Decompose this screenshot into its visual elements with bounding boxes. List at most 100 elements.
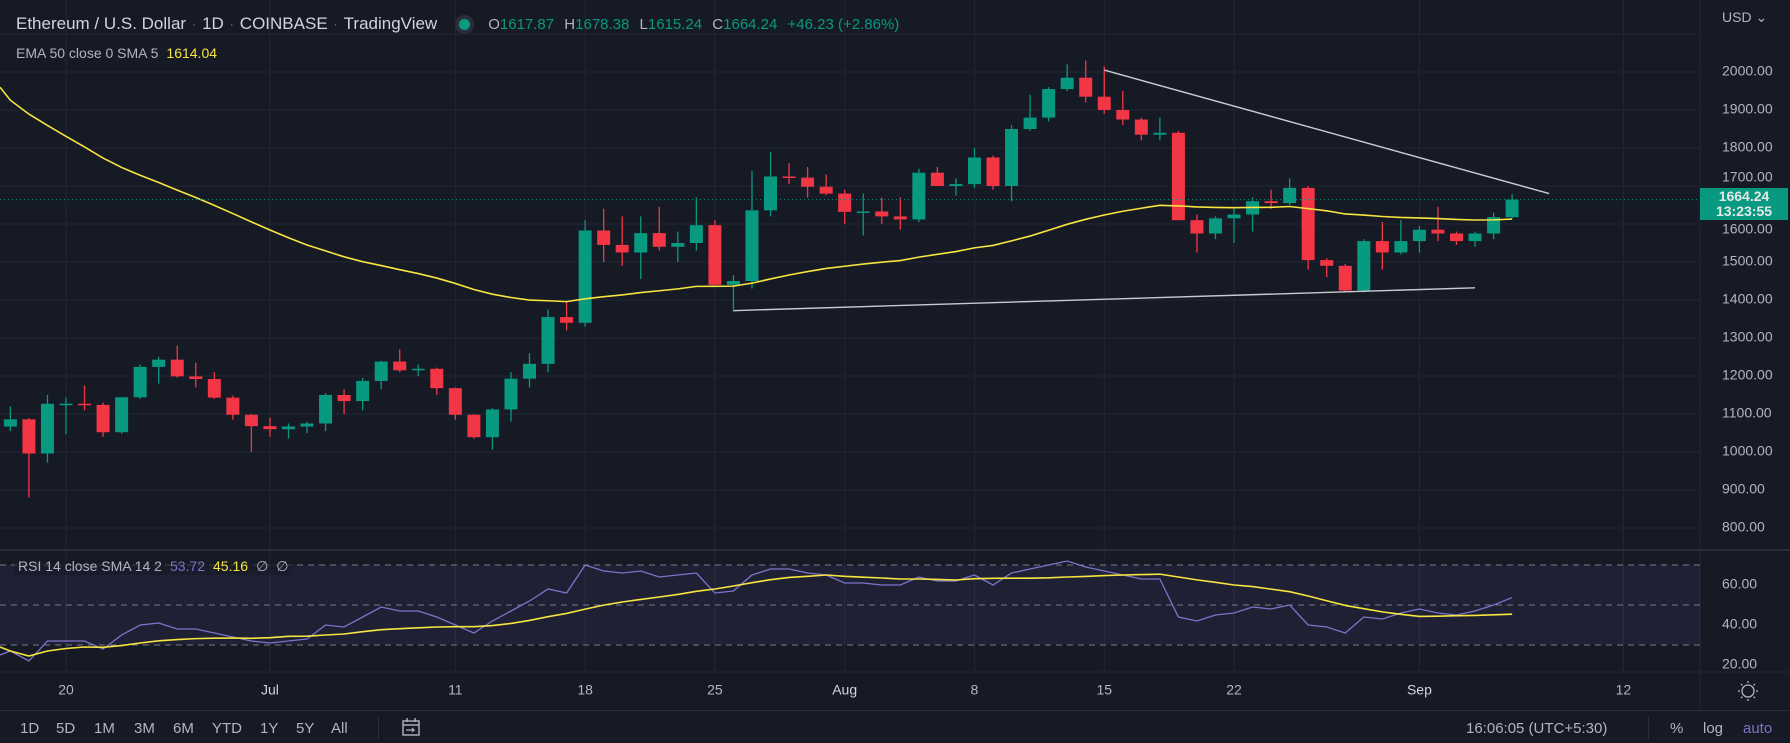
icon-part: [1740, 696, 1743, 699]
candle-body: [652, 233, 666, 247]
candle: [281, 423, 295, 439]
candle: [560, 301, 574, 331]
candle: [300, 421, 314, 433]
candle-body: [133, 366, 147, 398]
candle-body: [3, 419, 17, 427]
icon-part: [1753, 696, 1756, 699]
price-tick-label: 900.00: [1722, 481, 1765, 497]
range-5d[interactable]: 5D: [56, 720, 76, 737]
price-tick-label: 800.00: [1722, 519, 1765, 535]
candle-body: [430, 368, 444, 389]
high-value: 1678.38: [575, 15, 630, 33]
candle: [337, 389, 351, 414]
ema-legend[interactable]: EMA 50 close 0 SMA 5 1614.04: [16, 45, 217, 61]
trendline-support: [733, 287, 1476, 312]
auto-toggle[interactable]: auto: [1743, 720, 1773, 737]
price-tick-label: 1600.00: [1722, 221, 1773, 237]
range-3m[interactable]: 3M: [134, 720, 155, 737]
icon-part: [1753, 683, 1756, 686]
candle-body: [1338, 265, 1352, 291]
candle-body: [59, 403, 73, 406]
candle-body: [708, 225, 722, 285]
candle-body: [838, 193, 852, 212]
ema-line: [0, 86, 1513, 303]
candle: [152, 357, 166, 384]
clock-time[interactable]: 16:06:05 (UTC+5:30): [1466, 720, 1608, 737]
candle: [96, 402, 110, 437]
candle-body: [189, 376, 203, 380]
candle-body: [448, 388, 462, 415]
candle: [1375, 222, 1389, 270]
candle: [1153, 117, 1167, 141]
range-ytd[interactable]: YTD: [212, 720, 242, 737]
candle: [1190, 214, 1204, 253]
rsi-sma-line: [0, 573, 1513, 657]
candle-body: [949, 184, 963, 186]
candle-body: [467, 414, 481, 438]
candle-body: [1487, 217, 1501, 234]
candle: [893, 197, 907, 230]
candle-body: [1134, 119, 1148, 135]
interval[interactable]: 1D: [202, 14, 224, 33]
log-toggle[interactable]: log: [1703, 720, 1724, 737]
candle-body: [726, 281, 740, 285]
candle: [689, 197, 703, 251]
candle: [1208, 216, 1222, 240]
range-1d[interactable]: 1D: [20, 720, 40, 737]
rsi-line: [0, 560, 1513, 662]
rsi-na-value: ∅: [276, 558, 289, 574]
candle-body: [226, 397, 240, 415]
candle-body: [597, 230, 611, 245]
candle-body: [1023, 117, 1037, 129]
candle: [1431, 206, 1445, 242]
candle-body: [300, 423, 314, 427]
candle-body: [96, 404, 110, 433]
candle: [1116, 91, 1130, 126]
symbol-name[interactable]: Ethereum / U.S. Dollar: [16, 14, 187, 33]
high-label: H: [564, 15, 576, 33]
chart-settings-icon[interactable]: [1738, 681, 1758, 701]
candle-body: [115, 397, 129, 433]
candle: [207, 372, 221, 399]
candle: [1264, 189, 1278, 209]
exchange: COINBASE: [239, 14, 328, 33]
price-tick-label: 1400.00: [1722, 291, 1773, 307]
candle: [1468, 231, 1482, 247]
candle: [1023, 94, 1037, 131]
candle-body: [1468, 233, 1482, 242]
market-status-icon[interactable]: [459, 18, 471, 30]
price-tick-label: 1800.00: [1722, 139, 1773, 155]
candle: [1079, 60, 1093, 103]
range-5y[interactable]: 5Y: [296, 720, 315, 737]
candle-body: [1227, 214, 1241, 219]
candle: [504, 372, 518, 422]
date-tick-label: Aug: [832, 682, 857, 698]
date-tick-label: 20: [58, 682, 74, 698]
candle: [170, 345, 184, 378]
range-1m[interactable]: 1M: [94, 720, 115, 737]
candle-body: [634, 233, 648, 253]
calendar-icon[interactable]: [400, 716, 422, 742]
range-6m[interactable]: 6M: [173, 720, 194, 737]
currency-label: USD: [1722, 9, 1752, 25]
candle: [708, 220, 722, 285]
range-all[interactable]: All: [331, 720, 348, 737]
percent-toggle[interactable]: %: [1670, 720, 1684, 737]
range-1y[interactable]: 1Y: [260, 720, 279, 737]
candle-body: [912, 172, 926, 220]
candle-body: [1320, 260, 1334, 266]
price-tick-label: 1200.00: [1722, 367, 1773, 383]
candle-body: [1412, 229, 1426, 242]
ema-value: 1614.04: [166, 45, 218, 61]
rsi-legend[interactable]: RSI 14 close SMA 14 2 53.72 45.16 ∅ ∅: [14, 558, 293, 575]
candle: [1097, 66, 1111, 114]
candle: [578, 220, 592, 327]
candle: [430, 367, 444, 395]
candle: [319, 393, 333, 432]
candle-body: [319, 395, 333, 424]
currency-selector[interactable]: USD ⌄: [1722, 9, 1767, 26]
bottom-toolbar: 1D 5D 1M 3M 6M YTD 1Y 5Y All 16:06:05 (U…: [0, 710, 1790, 743]
candle: [1060, 64, 1074, 91]
price-tick-label: 2000.00: [1722, 63, 1773, 79]
